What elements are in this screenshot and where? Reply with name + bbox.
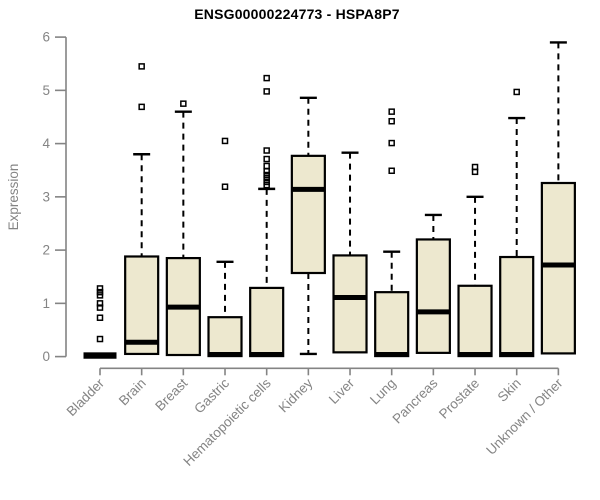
y-tick-label: 2 [42, 243, 50, 258]
outlier-point [221, 183, 229, 190]
box-5 [290, 154, 326, 275]
category-label: Breast [152, 375, 190, 413]
collapsed-box-0 [83, 352, 117, 359]
outlier-point [96, 285, 104, 292]
box-1 [124, 255, 160, 356]
outlier-point [388, 139, 395, 147]
outlier-point [221, 137, 229, 145]
outlier-point [96, 335, 104, 343]
y-tick-label: 5 [42, 83, 50, 98]
y-tick-label: 6 [42, 30, 50, 45]
box-4 [249, 286, 285, 358]
box-10 [499, 255, 535, 358]
outlier-point [263, 162, 270, 170]
outlier-point [388, 167, 395, 175]
y-tick-label: 3 [42, 189, 50, 204]
outlier-point [471, 163, 479, 171]
outlier-point [263, 168, 270, 175]
outlier-point [96, 300, 104, 307]
outlier-point [96, 288, 104, 296]
outlier-point [138, 63, 145, 70]
box-6 [332, 254, 368, 354]
category-label: Kidney [276, 375, 316, 415]
outlier-point [96, 314, 104, 321]
category-label: Pancreas [390, 375, 441, 426]
y-tick-label: 1 [42, 296, 50, 311]
outlier-point [263, 147, 270, 154]
box-8 [415, 238, 451, 354]
category-label: Skin [495, 376, 524, 405]
chart-title: ENSG00000224773 - HSPA8P7 [194, 6, 400, 22]
category-label: Lung [367, 376, 399, 408]
outlier-point [388, 117, 395, 125]
outlier-point [263, 74, 270, 82]
category-label: Liver [326, 375, 358, 407]
category-label: Gastric [191, 375, 232, 416]
outlier-point [263, 88, 270, 95]
box-3 [207, 316, 243, 358]
category-label: Brain [116, 376, 149, 409]
y-tick-label: 0 [42, 349, 50, 364]
outlier-point [263, 155, 270, 163]
outlier-point [138, 103, 145, 111]
box-11 [540, 181, 576, 355]
outlier-point [263, 171, 270, 179]
outlier-point [180, 100, 187, 107]
box-9 [457, 284, 493, 358]
box-7 [374, 291, 410, 358]
outlier-point [388, 108, 395, 115]
outlier-point [513, 88, 520, 96]
outlier-point [263, 178, 270, 186]
category-label: Prostate [436, 376, 482, 422]
category-label: Unknown / Other [483, 375, 566, 458]
category-label: Bladder [64, 375, 108, 419]
y-tick-label: 4 [42, 136, 50, 151]
